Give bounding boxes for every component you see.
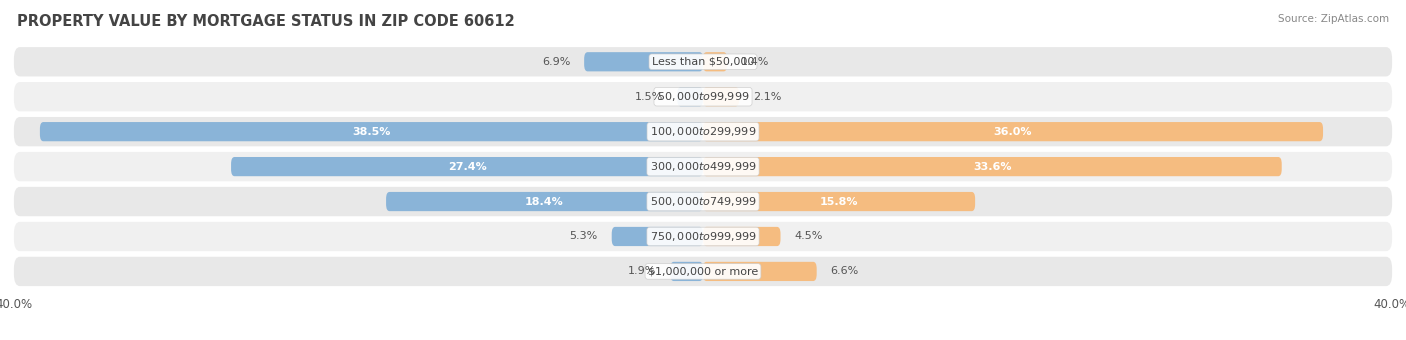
FancyBboxPatch shape: [703, 122, 1323, 141]
FancyBboxPatch shape: [14, 187, 1392, 216]
Text: 2.1%: 2.1%: [754, 92, 782, 102]
Text: 38.5%: 38.5%: [353, 127, 391, 137]
Text: 1.9%: 1.9%: [628, 267, 657, 276]
FancyBboxPatch shape: [703, 192, 976, 211]
Text: 27.4%: 27.4%: [447, 162, 486, 172]
FancyBboxPatch shape: [14, 222, 1392, 251]
Text: 4.5%: 4.5%: [794, 232, 823, 241]
Text: PROPERTY VALUE BY MORTGAGE STATUS IN ZIP CODE 60612: PROPERTY VALUE BY MORTGAGE STATUS IN ZIP…: [17, 14, 515, 29]
FancyBboxPatch shape: [703, 157, 1282, 176]
FancyBboxPatch shape: [231, 157, 703, 176]
FancyBboxPatch shape: [703, 52, 727, 71]
Text: 1.5%: 1.5%: [636, 92, 664, 102]
Text: $50,000 to $99,999: $50,000 to $99,999: [657, 90, 749, 103]
Text: 6.6%: 6.6%: [831, 267, 859, 276]
FancyBboxPatch shape: [671, 262, 703, 281]
FancyBboxPatch shape: [703, 262, 817, 281]
FancyBboxPatch shape: [39, 122, 703, 141]
FancyBboxPatch shape: [703, 87, 740, 106]
Text: $300,000 to $499,999: $300,000 to $499,999: [650, 160, 756, 173]
FancyBboxPatch shape: [387, 192, 703, 211]
Text: 5.3%: 5.3%: [569, 232, 598, 241]
Text: 18.4%: 18.4%: [526, 197, 564, 206]
Text: $750,000 to $999,999: $750,000 to $999,999: [650, 230, 756, 243]
FancyBboxPatch shape: [583, 52, 703, 71]
FancyBboxPatch shape: [14, 257, 1392, 286]
FancyBboxPatch shape: [14, 82, 1392, 112]
Text: 6.9%: 6.9%: [541, 57, 571, 67]
FancyBboxPatch shape: [612, 227, 703, 246]
Text: 15.8%: 15.8%: [820, 197, 858, 206]
FancyBboxPatch shape: [703, 227, 780, 246]
Text: Source: ZipAtlas.com: Source: ZipAtlas.com: [1278, 14, 1389, 23]
FancyBboxPatch shape: [678, 87, 703, 106]
Text: 36.0%: 36.0%: [994, 127, 1032, 137]
FancyBboxPatch shape: [14, 117, 1392, 146]
Text: 33.6%: 33.6%: [973, 162, 1011, 172]
FancyBboxPatch shape: [14, 47, 1392, 76]
FancyBboxPatch shape: [14, 152, 1392, 181]
Text: $500,000 to $749,999: $500,000 to $749,999: [650, 195, 756, 208]
Text: $100,000 to $299,999: $100,000 to $299,999: [650, 125, 756, 138]
Text: $1,000,000 or more: $1,000,000 or more: [648, 267, 758, 276]
Text: Less than $50,000: Less than $50,000: [652, 57, 754, 67]
Text: 1.4%: 1.4%: [741, 57, 769, 67]
